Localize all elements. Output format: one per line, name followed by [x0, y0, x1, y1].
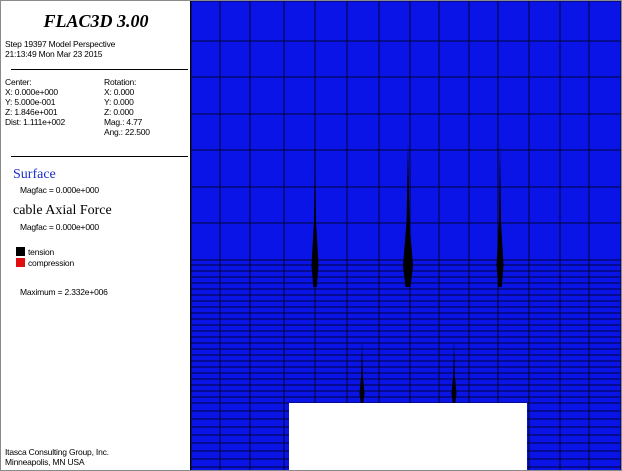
center-y: Y: 5.000e-001 — [5, 97, 56, 107]
compression-label: compression — [28, 258, 74, 268]
center-heading: Center: — [5, 77, 32, 87]
rotation-x: X: 0.000 — [104, 87, 135, 97]
rotation-z: Z: 0.000 — [104, 107, 134, 117]
rotation-ang: Ang.: 22.500 — [104, 127, 150, 137]
app-title: FLAC3D 3.00 — [43, 11, 149, 31]
maximum-value: Maximum = 2.332e+006 — [20, 287, 108, 297]
cable-long-2 — [403, 143, 413, 287]
tension-swatch — [16, 247, 25, 256]
timestamp: 21:13:49 Mon Mar 23 2015 — [5, 49, 103, 59]
cable-long-3 — [496, 143, 504, 287]
cable-short-2 — [451, 339, 457, 403]
step-info: Step 19397 Model Perspective — [5, 39, 116, 49]
model-viewport[interactable] — [191, 1, 621, 470]
cable-magfac: Magfac = 0.000e+000 — [20, 222, 99, 232]
cable-elements — [311, 143, 504, 403]
rotation-mag: Mag.: 4.77 — [104, 117, 143, 127]
cable-short-1 — [359, 339, 365, 403]
surface-heading: Surface — [13, 167, 56, 182]
excavation-region — [289, 403, 527, 470]
company-name: Itasca Consulting Group, Inc. — [5, 447, 109, 457]
cable-long-1 — [311, 143, 319, 287]
tension-label: tension — [28, 247, 55, 257]
compression-swatch — [16, 258, 25, 267]
divider — [11, 156, 188, 157]
center-x: X: 0.000e+000 — [5, 87, 58, 97]
center-z: Z: 1.846e+001 — [5, 107, 58, 117]
company-location: Minneapolis, MN USA — [5, 457, 85, 467]
divider — [11, 69, 188, 70]
center-dist: Dist: 1.111e+002 — [5, 117, 66, 127]
mesh-view — [191, 1, 621, 470]
mesh-grid — [191, 1, 621, 470]
cable-heading: cable Axial Force — [13, 203, 112, 218]
surface-magfac: Magfac = 0.000e+000 — [20, 185, 99, 195]
rotation-y: Y: 0.000 — [104, 97, 134, 107]
legend-panel: FLAC3D 3.00 Step 19397 Model Perspective… — [1, 1, 191, 470]
rotation-heading: Rotation: — [104, 77, 137, 87]
